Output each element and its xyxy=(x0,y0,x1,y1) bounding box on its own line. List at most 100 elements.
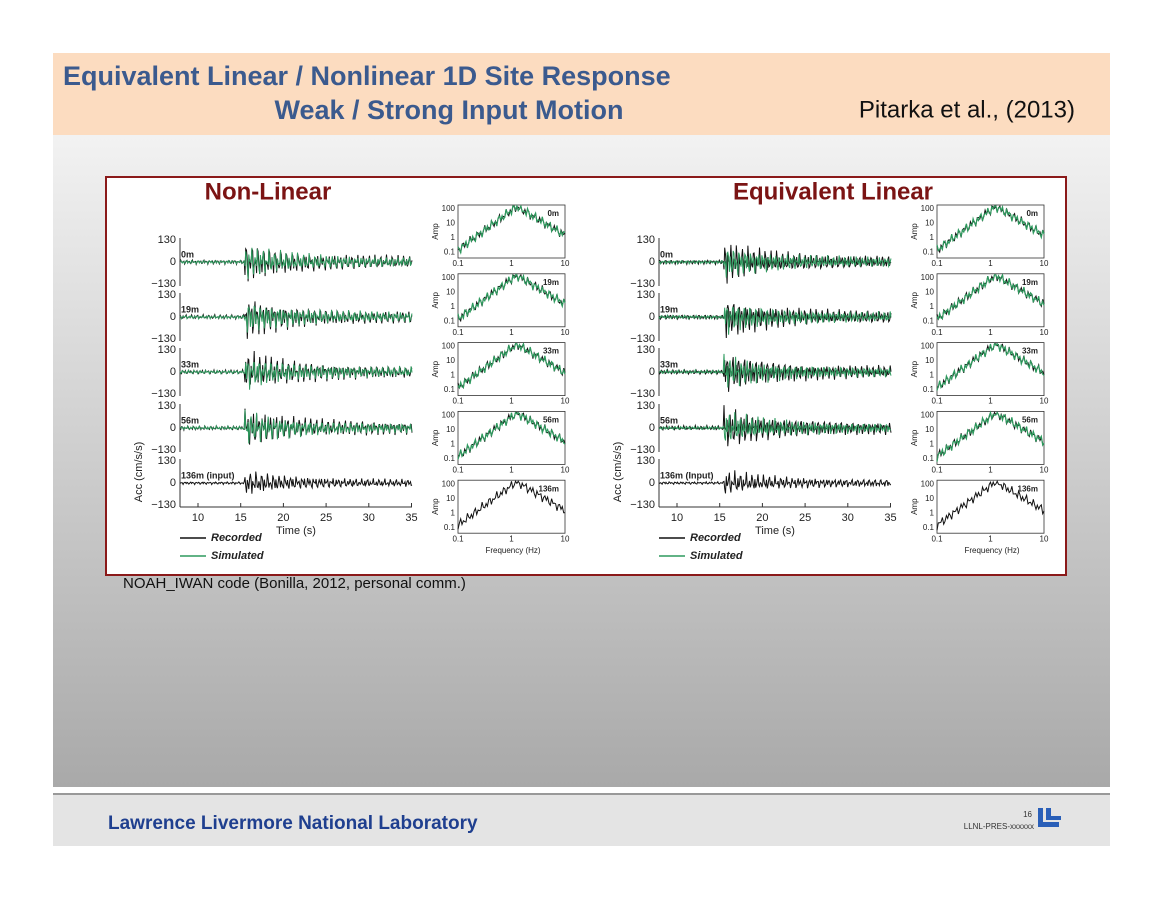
freq-tick-label: 10 xyxy=(561,397,570,406)
amp-tick-label: 100 xyxy=(442,204,456,213)
acc-tick-label: 0 xyxy=(170,256,176,268)
simulated-spectrum xyxy=(936,342,1045,391)
legend-label: Simulated xyxy=(690,550,743,562)
acc-label: Acc (cm/s/s) xyxy=(612,442,624,503)
recorded-spectrum xyxy=(457,480,565,530)
amp-tick-label: 100 xyxy=(442,479,456,488)
freq-tick-label: 0.1 xyxy=(931,466,943,475)
acc-tick-label: 130 xyxy=(158,234,176,246)
legend-label: Recorded xyxy=(211,532,262,544)
acc-tick-label: −130 xyxy=(151,444,176,456)
amp-tick-label: 0.1 xyxy=(923,385,935,394)
freq-tick-label: 10 xyxy=(561,328,570,337)
simulated-trace xyxy=(179,247,413,279)
spectrum-box xyxy=(457,342,566,397)
acc-tick-label: 130 xyxy=(158,289,176,301)
time-label: Time (s) xyxy=(755,525,795,537)
acc-tick-label: 130 xyxy=(637,344,655,356)
freq-tick-label: 0.1 xyxy=(452,328,464,337)
amp-label: Amp xyxy=(910,429,919,446)
amp-tick-label: 10 xyxy=(446,219,455,228)
simulated-spectrum xyxy=(457,273,566,321)
acc-label: Acc (cm/s/s) xyxy=(133,442,145,503)
freq-tick-label: 10 xyxy=(1040,328,1049,337)
simulated-trace xyxy=(658,250,892,278)
freq-tick-label: 10 xyxy=(1040,397,1049,406)
amp-tick-label: 10 xyxy=(925,356,934,365)
acc-tick-label: 0 xyxy=(170,366,176,378)
amp-tick-label: 1 xyxy=(930,302,935,311)
acc-tick-label: −130 xyxy=(151,333,176,345)
title-line2: Weak / Strong Input Motion xyxy=(275,95,624,125)
recorded-trace xyxy=(659,470,892,494)
simulated-spectrum xyxy=(457,342,566,390)
freq-tick-label: 10 xyxy=(1040,534,1049,543)
depth-label: 0m xyxy=(660,249,673,259)
amp-tick-label: 100 xyxy=(921,342,935,351)
amp-tick-label: 100 xyxy=(921,273,935,282)
spectrum-label: 56m xyxy=(1022,416,1038,425)
freq-tick-label: 0.1 xyxy=(452,534,464,543)
depth-label: 33m xyxy=(660,359,678,369)
figure-frame xyxy=(105,176,1067,576)
amp-tick-label: 1 xyxy=(451,371,456,380)
acc-tick-label: 0 xyxy=(649,477,655,489)
acc-tick-label: −130 xyxy=(151,499,176,511)
simulated-trace xyxy=(658,306,892,335)
time-tick-label: 30 xyxy=(363,512,375,524)
amp-tick-label: 100 xyxy=(442,342,456,351)
amp-tick-label: 1 xyxy=(930,233,935,242)
time-tick-label: 20 xyxy=(277,512,289,524)
acc-tick-label: −130 xyxy=(630,388,655,400)
spectrum-label: 33m xyxy=(1022,347,1038,356)
freq-tick-label: 1 xyxy=(988,466,993,475)
acc-tick-label: −130 xyxy=(151,278,176,290)
acc-tick-label: −130 xyxy=(630,499,655,511)
amp-tick-label: 0.1 xyxy=(923,316,935,325)
amp-tick-label: 0.1 xyxy=(444,523,456,532)
amp-tick-label: 10 xyxy=(446,494,455,503)
acc-tick-label: 130 xyxy=(158,455,176,467)
time-tick-label: 25 xyxy=(320,512,332,524)
time-tick-label: 15 xyxy=(714,512,726,524)
freq-label: Frequency (Hz) xyxy=(964,546,1019,555)
doc-code: LLNL-PRES-xxxxxx xyxy=(964,822,1034,831)
depth-label: 136m (input) xyxy=(181,470,235,480)
time-tick-label: 10 xyxy=(192,512,204,524)
freq-tick-label: 1 xyxy=(509,397,514,406)
acc-tick-label: 0 xyxy=(170,477,176,489)
amp-tick-label: 100 xyxy=(921,411,935,420)
amp-tick-label: 1 xyxy=(930,508,935,517)
amp-tick-label: 100 xyxy=(921,479,935,488)
depth-label: 56m xyxy=(181,415,199,425)
amp-tick-label: 0.1 xyxy=(444,248,456,257)
amp-label: Amp xyxy=(431,360,440,377)
depth-label: 56m xyxy=(660,415,678,425)
recorded-spectrum xyxy=(936,480,1045,531)
freq-tick-label: 0.1 xyxy=(931,397,943,406)
spectrum-box xyxy=(457,273,566,328)
amp-tick-label: 10 xyxy=(446,356,455,365)
amp-label: Amp xyxy=(431,223,440,240)
acc-tick-label: 0 xyxy=(649,256,655,268)
acc-tick-label: 0 xyxy=(170,311,176,323)
simulated-trace xyxy=(179,361,413,390)
amp-label: Amp xyxy=(910,223,919,240)
freq-tick-label: 1 xyxy=(509,259,514,268)
time-tick-label: 10 xyxy=(671,512,683,524)
time-tick-label: 25 xyxy=(799,512,811,524)
footer-band xyxy=(53,793,1110,846)
logo xyxy=(1038,808,1061,827)
amp-tick-label: 0.1 xyxy=(444,454,456,463)
title-line1: Equivalent Linear / Nonlinear 1D Site Re… xyxy=(63,61,671,91)
amp-tick-label: 10 xyxy=(925,425,934,434)
amp-tick-label: 1 xyxy=(451,508,456,517)
amp-tick-label: 10 xyxy=(446,425,455,434)
simulated-spectrum xyxy=(936,204,1045,252)
freq-tick-label: 10 xyxy=(1040,466,1049,475)
acc-tick-label: 0 xyxy=(649,366,655,378)
panel-title: Equivalent Linear xyxy=(733,178,933,205)
header-band xyxy=(53,53,1110,135)
